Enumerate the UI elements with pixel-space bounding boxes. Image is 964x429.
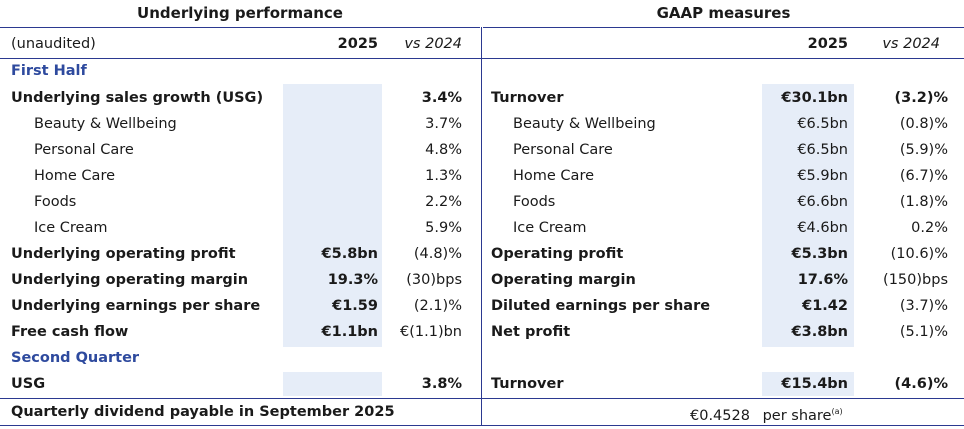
row-label-right: Foods	[513, 194, 556, 210]
left-vs-head: vs 2024	[404, 36, 462, 52]
gaap-measures-header: GAAP measures	[656, 4, 791, 22]
unaudited-label: (unaudited)	[11, 36, 96, 52]
row-value-right: €3.8bn	[791, 324, 848, 340]
row-vs-right: (3.7)%	[899, 298, 948, 314]
dividend-top-rule	[0, 398, 964, 399]
row-label-right: Ice Cream	[513, 220, 587, 236]
dividend-amount: €0.4528	[690, 407, 750, 424]
row-value-left	[283, 86, 378, 110]
underlying-performance-header: Underlying performance	[137, 4, 343, 22]
right-2025-column-shade	[762, 84, 854, 347]
dividend-value: €0.4528 per share(a)	[690, 400, 843, 424]
row-value-left	[283, 190, 378, 214]
row-value-left: €1.59	[332, 298, 378, 314]
row-label-left: Underlying sales growth (USG)	[11, 90, 264, 106]
row-value-right: 17.6%	[797, 272, 848, 288]
row-vs-left: 3.7%	[425, 116, 462, 132]
dividend-per-share: per share	[762, 407, 832, 424]
turnover-q2-label: Turnover	[491, 376, 564, 392]
turnover-q2-value: €15.4bn	[781, 376, 848, 392]
row-value-right: €5.9bn	[797, 168, 848, 184]
row-vs-right: (6.7)%	[899, 168, 948, 184]
row-label-right: Operating profit	[491, 246, 624, 262]
row-value-left	[283, 138, 378, 162]
row-vs-right: (1.8)%	[899, 194, 948, 210]
row-vs-right: (10.6)%	[890, 246, 948, 262]
row-value-right: €30.1bn	[781, 90, 848, 106]
row-label-left: Foods	[34, 194, 77, 210]
center-divider	[481, 27, 482, 425]
row-label-right: Beauty & Wellbeing	[513, 116, 656, 132]
left-2025-column-shade	[283, 84, 382, 347]
row-vs-right: 0.2%	[911, 220, 948, 236]
row-value-right: €5.3bn	[791, 246, 848, 262]
row-vs-right: (150)bps	[883, 272, 948, 288]
first-half-label: First Half	[11, 63, 87, 79]
left-year-head: 2025	[337, 36, 378, 52]
row-label-left: Underlying operating profit	[11, 246, 236, 262]
dividend-label: Quarterly dividend payable in September …	[11, 404, 395, 420]
row-vs-left: 4.8%	[425, 142, 462, 158]
row-vs-right: (5.9)%	[899, 142, 948, 158]
row-label-left: Ice Cream	[34, 220, 108, 236]
usg-q2-label: USG	[11, 376, 46, 392]
row-label-right: Turnover	[491, 90, 564, 106]
row-vs-left: 3.4%	[421, 90, 462, 106]
row-value-right: €1.42	[802, 298, 848, 314]
row-label-right: Net profit	[491, 324, 571, 340]
row-vs-left: €(1.1)bn	[400, 324, 462, 340]
row-label-right: Home Care	[513, 168, 595, 184]
usg-q2-vs: 3.8%	[421, 376, 462, 392]
row-value-left	[283, 216, 378, 240]
row-value-left: 19.3%	[327, 272, 378, 288]
row-value-left	[283, 164, 378, 188]
row-label-left: Personal Care	[34, 142, 134, 158]
right-vs-head: vs 2024	[882, 36, 940, 52]
row-label-left: Home Care	[34, 168, 116, 184]
row-label-left: Beauty & Wellbeing	[34, 116, 177, 132]
row-value-right: €6.5bn	[797, 142, 848, 158]
row-label-right: Diluted earnings per share	[491, 298, 711, 314]
row-value-right: €6.6bn	[797, 194, 848, 210]
row-vs-right: (3.2)%	[894, 90, 948, 106]
row-value-left	[283, 112, 378, 136]
row-label-right: Personal Care	[513, 142, 613, 158]
row-vs-right: (5.1)%	[899, 324, 948, 340]
dividend-footnote: (a)	[831, 407, 843, 416]
row-label-right: Operating margin	[491, 272, 636, 288]
top-rule-right	[483, 27, 964, 28]
row-value-right: €4.6bn	[797, 220, 848, 236]
row-value-right: €6.5bn	[797, 116, 848, 132]
bottom-rule	[0, 425, 964, 426]
row-label-left: Underlying operating margin	[11, 272, 249, 288]
row-vs-left: (30)bps	[406, 272, 462, 288]
column-head-rule	[0, 58, 964, 59]
second-quarter-label: Second Quarter	[11, 350, 140, 366]
right-year-head: 2025	[807, 36, 848, 52]
row-vs-left: (4.8)%	[413, 246, 462, 262]
usg-q2-value	[283, 372, 378, 396]
row-vs-left: 5.9%	[425, 220, 462, 236]
right-2025-turnover-shade	[762, 372, 854, 396]
row-vs-left: (2.1)%	[413, 298, 462, 314]
top-rule-left	[0, 27, 480, 28]
row-value-left: €1.1bn	[321, 324, 378, 340]
turnover-q2-vs: (4.6)%	[894, 376, 948, 392]
left-2025-usg-shade	[283, 372, 382, 396]
row-label-left: Free cash flow	[11, 324, 129, 340]
row-vs-left: 1.3%	[425, 168, 462, 184]
row-label-left: Underlying earnings per share	[11, 298, 261, 314]
row-value-left: €5.8bn	[321, 246, 378, 262]
row-vs-left: 2.2%	[425, 194, 462, 210]
row-vs-right: (0.8)%	[899, 116, 948, 132]
